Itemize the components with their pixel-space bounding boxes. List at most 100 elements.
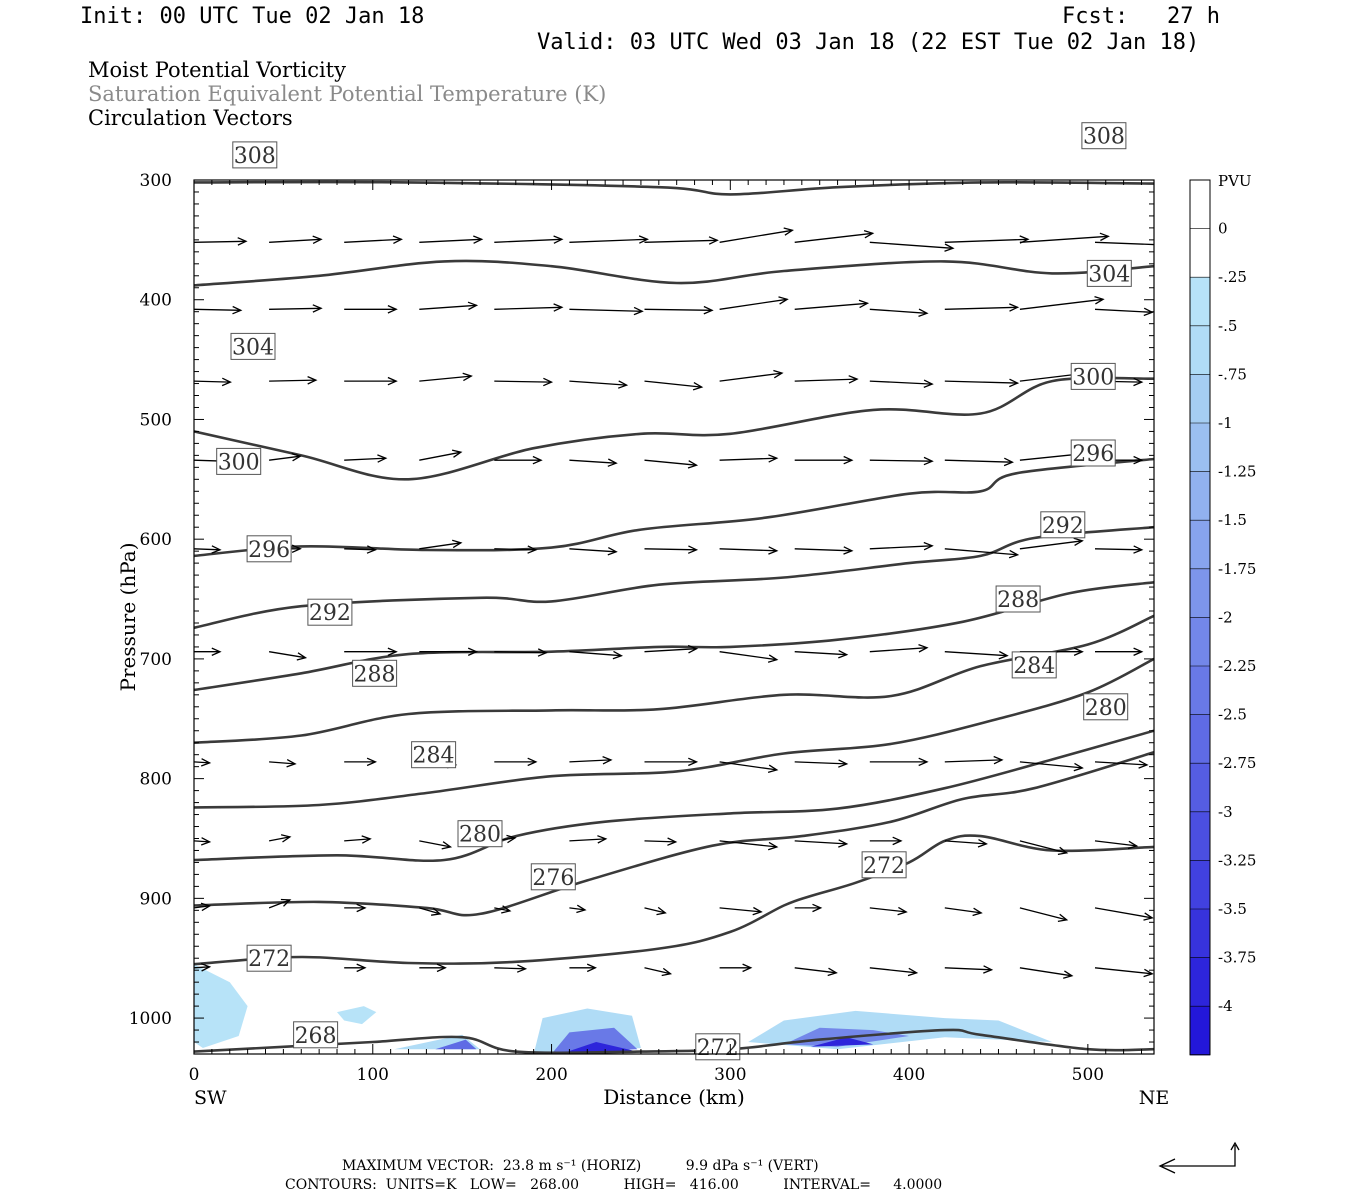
vector-arrow [1153, 309, 1154, 310]
vector-arrow [419, 647, 479, 656]
vector-head [638, 235, 649, 244]
vector-head [742, 963, 753, 973]
vector-head [1172, 378, 1180, 385]
vector-head [392, 235, 403, 244]
vector-arrow [344, 963, 367, 973]
contour-labels: 268 272 276 280 284 288 292 296 300 304 308 308 304 3… [216, 122, 1132, 1061]
x-tick-label: 300 [714, 1065, 746, 1085]
vector-head [827, 967, 838, 977]
vector-head [1057, 913, 1069, 923]
contour-label-text: 308 [234, 144, 276, 169]
vector-head [366, 757, 378, 767]
vector-head [863, 229, 875, 239]
vector-shaft [944, 306, 1018, 310]
contour-label: 300 [1070, 362, 1116, 390]
vector-shaft [644, 459, 697, 466]
vector-head [812, 903, 823, 913]
contour-label: 292 [307, 598, 353, 626]
vector-shaft [1019, 235, 1109, 243]
contour-label: 288 [352, 659, 398, 687]
vector-shaft [194, 840, 210, 843]
vector-shaft [1019, 967, 1072, 977]
vector-head [1094, 295, 1105, 305]
contour-label-box [1083, 693, 1129, 721]
vector-shaft [1019, 840, 1067, 854]
vector-head [516, 964, 528, 973]
contour-line-304 [194, 376, 1154, 481]
vector-shaft [944, 238, 1029, 243]
vector-head [778, 296, 789, 305]
contour-label-box [1011, 651, 1057, 679]
vector-arrow [419, 840, 453, 850]
vector-shaft [869, 967, 917, 974]
vector-head [773, 369, 784, 379]
vector-head [467, 647, 479, 656]
vector-arrow [644, 380, 704, 391]
vector-shaft [194, 905, 210, 909]
vector-arrow [944, 839, 988, 848]
vector-arrow [1154, 904, 1175, 911]
vector-shaft [419, 840, 451, 848]
contour-label-text: 292 [1042, 514, 1084, 539]
contour-label-text: 304 [1088, 262, 1130, 287]
vector-shaft [869, 308, 928, 314]
vector-head [687, 644, 699, 654]
contour-info-note: CONTOURS: UNITS=K LOW= 268.00 HIGH= 416.… [285, 1177, 943, 1193]
vector-shaft [719, 372, 783, 382]
contour-line-296 [194, 525, 1154, 630]
vector-shaft [494, 380, 552, 383]
vector-head [1003, 457, 1014, 467]
vector-head [1127, 840, 1139, 850]
vector-shaft [644, 648, 697, 653]
vector-arrow [719, 761, 779, 774]
vector-shaft [794, 651, 847, 656]
vector-arrow [1154, 378, 1180, 385]
forecast-hour-value: 27 h [1167, 4, 1220, 29]
vector-arrow [344, 235, 403, 244]
vector-arrow [1095, 647, 1144, 656]
x-axis-label: Distance (km) [603, 1085, 745, 1109]
vector-head [767, 654, 779, 663]
vector-arrow [1019, 232, 1110, 243]
contour-line-284 [194, 657, 1154, 809]
vector-arrow [569, 235, 649, 244]
x-tick-label: 500 [1072, 1065, 1104, 1085]
vector-shaft [644, 840, 676, 843]
colorbar-label: -3 [1218, 803, 1233, 821]
colorbar-label: -3.5 [1218, 900, 1247, 918]
vector-shaft [194, 240, 247, 243]
vector-arrow [794, 759, 849, 768]
contour-label-box [411, 741, 457, 769]
vector-shaft [944, 459, 1013, 463]
vector-shaft [494, 238, 562, 243]
vector-arrow [644, 757, 699, 767]
colorbar-swatch [1190, 1006, 1210, 1056]
x-tick-label: 200 [535, 1065, 567, 1085]
max-vector-note: MAXIMUM VECTOR: 23.8 m s⁻¹ (HORIZ) 9.9 d… [342, 1158, 819, 1174]
vector-arrow [794, 375, 859, 384]
vector-shaft [569, 548, 617, 553]
vector-shaft [719, 548, 777, 552]
vector-arrow [344, 454, 388, 463]
vector-head [1143, 968, 1154, 978]
contour-line-276 [194, 751, 1154, 917]
vector-head [843, 455, 854, 465]
colorbar-swatch [1190, 228, 1210, 278]
vector-arrow [494, 964, 528, 973]
vector-shaft [719, 840, 777, 848]
vector-shaft [869, 459, 933, 462]
vector-arrow [344, 757, 378, 767]
vector-shaft [869, 907, 907, 913]
vector-arrow [944, 755, 1004, 765]
vector-head [387, 376, 398, 386]
vector-shaft [268, 899, 291, 909]
colorbar-label: -1 [1218, 414, 1233, 432]
vector-shaft [794, 232, 873, 243]
vector-shaft [1094, 907, 1153, 919]
vector-head [838, 839, 849, 848]
vector-head [1167, 837, 1175, 844]
vector-arrow [569, 458, 618, 467]
vector-head [918, 308, 929, 318]
vector-arrow [494, 545, 538, 554]
vector-arrow [794, 229, 875, 243]
